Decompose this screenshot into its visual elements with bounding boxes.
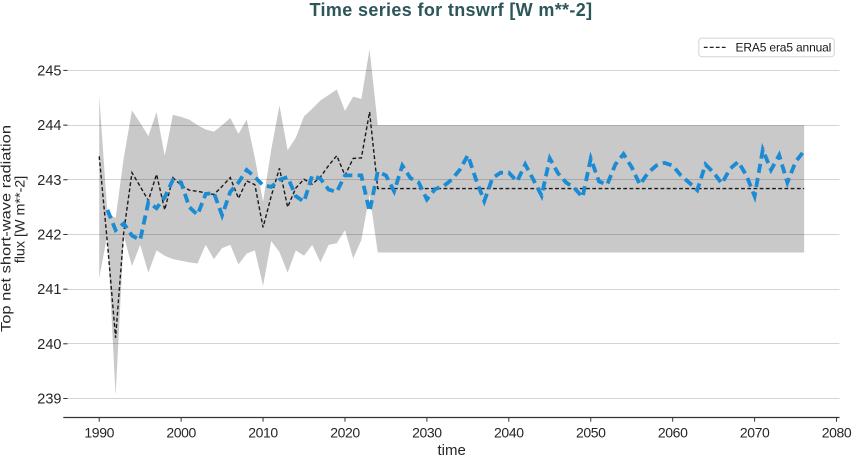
svg-text:243: 243: [37, 173, 61, 189]
svg-text:2050: 2050: [576, 425, 606, 441]
svg-text:2000: 2000: [166, 425, 196, 441]
svg-text:1990: 1990: [84, 425, 114, 441]
svg-text:241: 241: [37, 282, 61, 298]
svg-text:2020: 2020: [330, 425, 360, 441]
svg-text:2040: 2040: [494, 425, 524, 441]
svg-text:239: 239: [37, 392, 61, 408]
svg-text:2070: 2070: [740, 425, 770, 441]
svg-text:245: 245: [37, 63, 61, 79]
svg-text:242: 242: [37, 227, 61, 243]
svg-text:2060: 2060: [658, 425, 688, 441]
svg-text:2010: 2010: [248, 425, 278, 441]
svg-text:2030: 2030: [412, 425, 442, 441]
svg-text:Top net short-wave radiation: Top net short-wave radiation: [0, 125, 13, 332]
svg-text:time: time: [438, 442, 466, 457]
svg-text:ERA5 era5 annual: ERA5 era5 annual: [736, 41, 832, 55]
svg-text:244: 244: [37, 118, 61, 134]
svg-text:240: 240: [37, 337, 61, 353]
svg-text:2080: 2080: [822, 425, 852, 441]
svg-text:flux [W m**-2]: flux [W m**-2]: [11, 176, 27, 264]
svg-text:Time series for tnswrf [W m**-: Time series for tnswrf [W m**-2]: [310, 0, 593, 20]
